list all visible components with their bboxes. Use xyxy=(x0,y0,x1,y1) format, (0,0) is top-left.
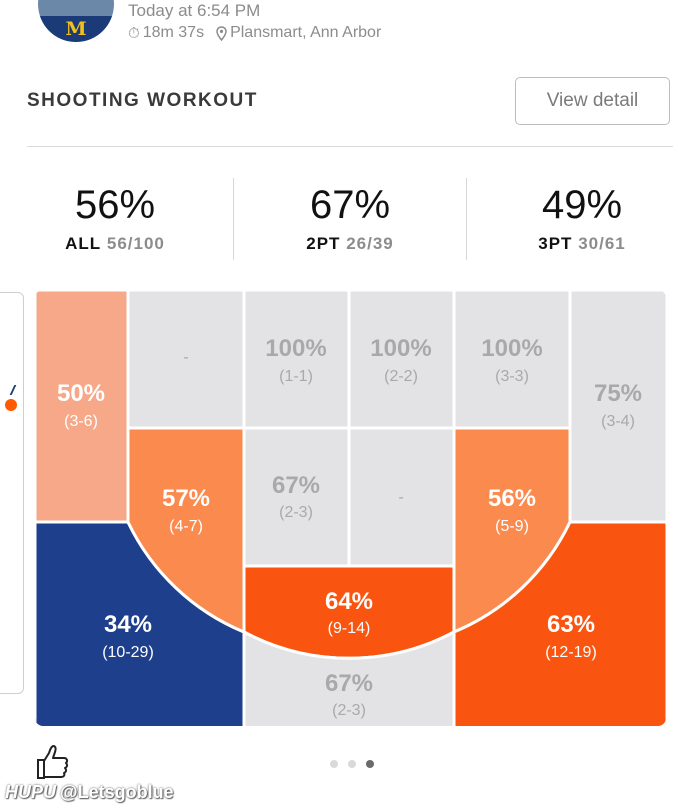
previous-card[interactable] xyxy=(0,292,24,694)
zone-paint-mid-left-pct: 67% xyxy=(272,472,320,499)
stat-3pt: 49% 3PT 30/61 xyxy=(482,180,682,254)
zone-left-corner-top-pct: 50% xyxy=(57,380,105,407)
zone-paint-top-mid-pct: 100% xyxy=(370,335,431,362)
zone-left-corner-top[interactable] xyxy=(35,290,130,524)
zone-left-elbow-mid-made: (4-7) xyxy=(169,518,203,535)
stat-3pt-pct: 49% xyxy=(541,183,623,227)
divider xyxy=(27,146,673,147)
zone-top-key-three-pct: 67% xyxy=(325,670,373,697)
zone-paint-mid-right-pct: - xyxy=(398,489,403,506)
zone-right-elbow-mid-made: (5-9) xyxy=(495,518,529,535)
zone-right-corner-three-pct: 63% xyxy=(547,611,595,638)
court-svg: 50% (3-6) - 100% (1-1) 100% (2-2) 100% (… xyxy=(35,290,666,728)
zone-free-throw-made: (9-14) xyxy=(328,620,371,637)
stat-2pt-pct: 67% xyxy=(309,183,391,227)
watermark-site: HUPU xyxy=(5,782,57,802)
workout-location: Plansmart, Ann Arbor xyxy=(230,24,382,41)
zone-left-corner-three-pct: 34% xyxy=(104,611,152,638)
avatar-band xyxy=(38,16,114,42)
zone-paint-top-right[interactable] xyxy=(452,290,572,430)
stat-all-value: 56/100 xyxy=(106,234,165,253)
zone-paint-top-right-made: (3-3) xyxy=(495,368,529,385)
stat-2pt: 67% 2PT 26/39 xyxy=(250,180,450,254)
zone-right-corner-three-made: (12-19) xyxy=(545,644,597,661)
page-dot[interactable] xyxy=(330,760,338,768)
zone-paint-top-left-pct: 100% xyxy=(265,335,326,362)
map-pin-icon xyxy=(216,25,227,41)
zone-free-throw-pct: 64% xyxy=(325,588,373,615)
thumbs-up-icon[interactable] xyxy=(35,744,69,780)
zone-top-key-three-made: (2-3) xyxy=(332,702,366,719)
zone-left-corner-three-made: (10-29) xyxy=(102,644,154,661)
zone-paint-top-right-pct: 100% xyxy=(481,335,542,362)
zone-right-elbow-mid-pct: 56% xyxy=(488,485,536,512)
zone-left-elbow-mid[interactable] xyxy=(126,426,246,635)
stat-2pt-value: 26/39 xyxy=(346,234,394,253)
zone-left-corner-top-made: (3-6) xyxy=(64,413,98,430)
stat-all: 56% ALL 56/100 xyxy=(15,180,215,254)
stat-3pt-label: 3PT xyxy=(538,234,573,253)
page-dot-active[interactable] xyxy=(366,760,374,768)
zone-paint-mid-left-made: (2-3) xyxy=(279,504,313,521)
zone-paint-top-left-made: (1-1) xyxy=(279,368,313,385)
stat-separator xyxy=(466,178,467,260)
watermark: HUPU @Letsgoblue xyxy=(5,782,174,803)
page-dot[interactable] xyxy=(348,760,356,768)
stat-2pt-label: 2PT xyxy=(306,234,341,253)
zone-paint-top-mid-made: (2-2) xyxy=(384,368,418,385)
avatar[interactable]: M xyxy=(38,0,114,42)
zone-right-corner-top-made: (3-4) xyxy=(601,413,635,430)
stat-all-label: ALL xyxy=(65,234,102,253)
section-title: SHOOTING WORKOUT xyxy=(27,90,258,111)
stat-separator xyxy=(233,178,234,260)
stat-3pt-value: 30/61 xyxy=(578,234,626,253)
page-indicator xyxy=(330,760,374,768)
shot-chart: 50% (3-6) - 100% (1-1) 100% (2-2) 100% (… xyxy=(35,290,667,733)
workout-time: Today at 6:54 PM xyxy=(128,1,261,20)
zone-top-key-three[interactable] xyxy=(242,629,456,728)
zone-paint-top-left[interactable] xyxy=(242,290,351,430)
stat-all-pct: 56% xyxy=(74,183,156,227)
zone-right-corner-top-pct: 75% xyxy=(594,380,642,407)
michigan-logo: M xyxy=(65,18,87,40)
watermark-handle: @Letsgoblue xyxy=(60,782,174,802)
zone-left-elbow-mid-pct: 57% xyxy=(162,485,210,512)
view-detail-button[interactable]: View detail xyxy=(515,77,670,125)
workout-meta: ⏱ 18m 37s Plansmart, Ann Arbor xyxy=(128,24,381,42)
zone-left-wing-top-pct: - xyxy=(183,349,188,366)
workout-duration: 18m 37s xyxy=(142,24,205,41)
stopwatch-icon: ⏱ xyxy=(128,24,140,42)
